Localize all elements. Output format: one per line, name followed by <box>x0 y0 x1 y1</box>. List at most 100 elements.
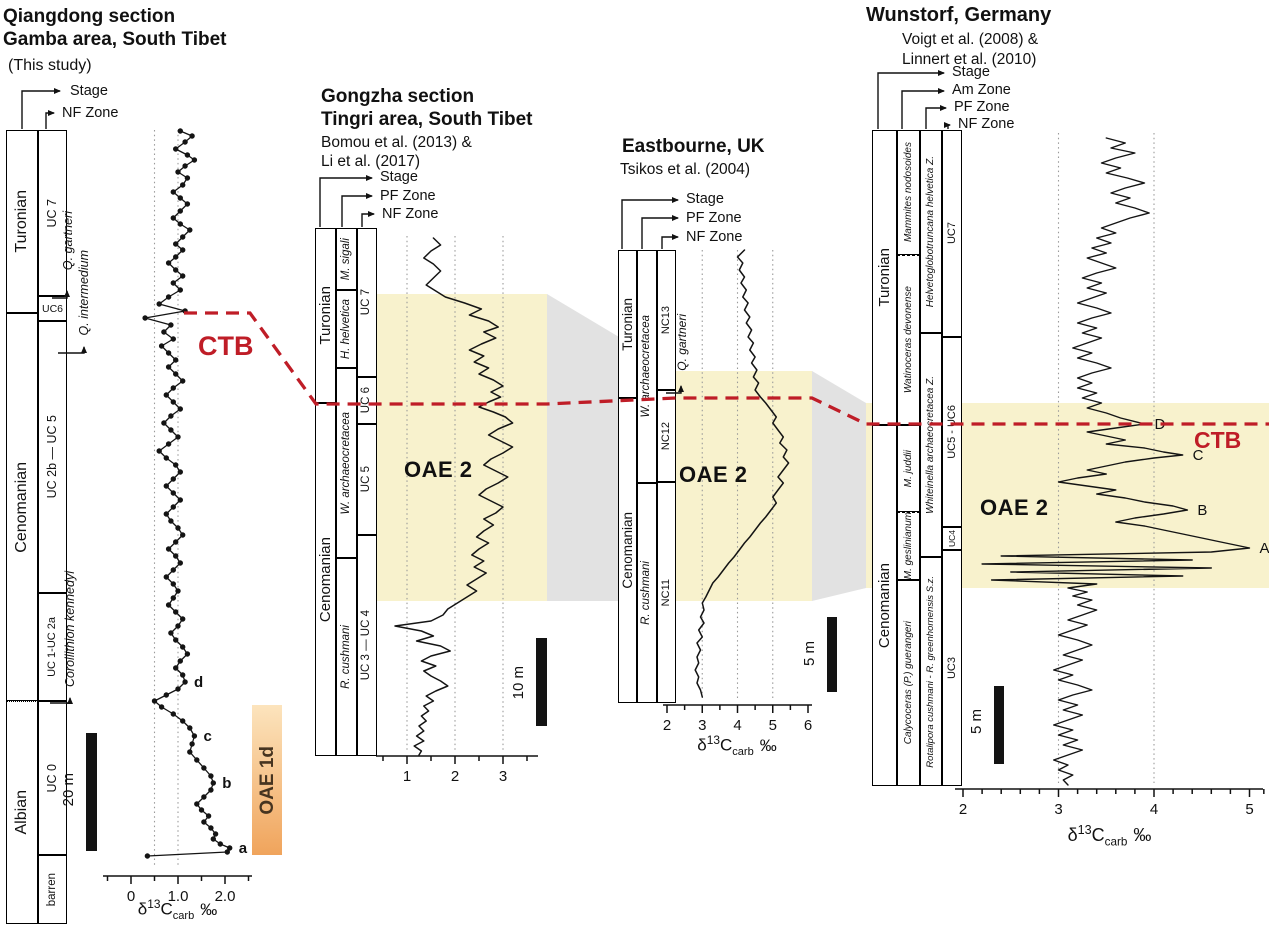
qiangdong-data-point <box>182 163 188 169</box>
qiangdong-title-line2: Gamba area, South Tibet <box>3 29 227 50</box>
qiangdong-data-point <box>177 658 183 664</box>
qiangdong-data-point <box>170 476 176 482</box>
wunstorf-ref-line2: Linnert et al. (2010) <box>902 51 1037 68</box>
eastbourne-ref: Tsikos et al. (2004) <box>620 161 751 178</box>
qiangdong-data-point <box>187 749 193 755</box>
gongzha-nf-uc7: UC 7 <box>357 228 377 377</box>
eastbourne-pf-archaeocretacea: W. archaeocretacea <box>637 250 657 483</box>
qiangdong-data-point <box>177 469 183 475</box>
wunstorf-tick-label: 4 <box>1150 801 1158 818</box>
qiangdong-gartneri-label: Q. gartneri <box>61 211 76 271</box>
ctb-label-left: CTB <box>198 331 254 361</box>
qiangdong-data-point <box>173 371 179 377</box>
eastbourne-tick-label: 6 <box>804 717 812 734</box>
qiangdong-data-point <box>210 836 216 842</box>
gongzha-legend-nf: NF Zone <box>382 206 439 222</box>
qiangdong-data-point <box>180 247 186 253</box>
qiangdong-stage-albian: Albian <box>6 701 38 924</box>
qiangdong-data-point <box>156 448 162 454</box>
qiangdong-d13c-curve <box>144 130 231 857</box>
qiangdong-xaxis-label: δ13Ccarb ‰ <box>137 897 218 923</box>
eastbourne-gartneri-label: Q. gartneri <box>674 313 689 371</box>
qiangdong-data-point <box>173 637 179 643</box>
gongzha-ref-line1: Bomou et al. (2013) & <box>321 134 472 151</box>
qiangdong-data-point <box>177 287 183 293</box>
gongzha-tick-label: 1 <box>403 768 411 785</box>
gongzha-oae2-label: OAE 2 <box>404 457 473 482</box>
qiangdong-data-point <box>170 189 176 195</box>
gongzha-tick-label: 2 <box>451 768 459 785</box>
qiangdong-data-point <box>175 588 181 594</box>
wunstorf-xaxis-label: δ13Ccarb ‰ <box>1067 823 1152 849</box>
qiangdong-data-point <box>165 546 172 552</box>
qiangdong-data-point <box>182 308 188 314</box>
qiangdong-scale-bar-label: 20 m <box>59 773 77 807</box>
qiangdong-data-point <box>180 182 186 188</box>
wunstorf-legend-nf: NF Zone <box>958 116 1015 132</box>
qiangdong-data-point <box>224 849 230 855</box>
qiangdong-intermedium-label: Q. intermedium <box>77 250 92 336</box>
qiangdong-data-point <box>170 581 176 587</box>
wunstorf-scale-bar <box>994 686 1004 764</box>
qiangdong-data-point <box>170 336 176 342</box>
qiangdong-data-point <box>170 504 176 510</box>
wunstorf-nf-uc5-uc6: UC5 - UC6 <box>942 337 962 527</box>
gongzha-pf-helvetica: H. helvetica <box>336 290 357 368</box>
qiangdong-nf-uc2b-uc5: UC 2b — UC 5 <box>38 321 67 593</box>
qiangdong-data-point <box>170 215 176 221</box>
qiangdong-data-point <box>168 322 174 328</box>
qiangdong-nf-uc7: UC 7 <box>38 130 67 296</box>
qiangdong-data-point <box>194 757 200 763</box>
qiangdong-stage-cenomanian: Cenomanian <box>6 313 38 701</box>
wunstorf-tick-label: 5 <box>1245 801 1253 818</box>
qiangdong-data-point <box>180 378 186 384</box>
qiangdong-data-point <box>177 497 183 503</box>
eastbourne-stage-cenomanian: Cenomanian <box>618 398 637 703</box>
qiangdong-kennedyi-label: Corollithion kennedyi <box>63 570 78 688</box>
qiangdong-data-point <box>165 364 172 370</box>
qiangdong-title-line1: Qiangdong section <box>3 6 176 27</box>
qiangdong-data-point <box>173 146 179 152</box>
qiangdong-legend-nf: NF Zone <box>62 105 119 121</box>
qiangdong-data-point <box>163 574 169 580</box>
qiangdong-data-point <box>173 241 179 247</box>
gongzha-pf-archaeocretacea: W. archaeocretacea <box>336 368 357 558</box>
wunstorf-oae2-label: OAE 2 <box>980 495 1049 520</box>
qiangdong-data-point <box>198 807 205 813</box>
eastbourne-legend-stage: Stage <box>686 191 724 207</box>
qiangdong-data-point <box>161 420 167 426</box>
correlation-band-eastbourne-wunstorf <box>812 371 866 601</box>
wunstorf-am-devonense: Watinoceras devonense <box>897 255 920 425</box>
wunstorf-am-nodosoides: Mammites nodosoides <box>897 130 920 255</box>
wunstorf-nf-uc4: UC4 <box>942 527 962 550</box>
wunstorf-peak-label-A: A <box>1260 540 1269 557</box>
qiangdong-data-point <box>161 329 167 335</box>
wunstorf-ref-line1: Voigt et al. (2008) & <box>902 31 1039 48</box>
wunstorf-am-geslinianum: M. geslinianum <box>897 512 920 580</box>
wunstorf-scale-bar-label: 5 m <box>967 709 985 735</box>
gongzha-tick-label: 3 <box>499 768 507 785</box>
qiangdong-data-point <box>170 490 176 496</box>
qiangdong-data-point <box>173 539 179 545</box>
qiangdong-legend-stage: Stage <box>70 83 108 99</box>
qiangdong-data-point <box>170 399 176 405</box>
gongzha-legend-pf: PF Zone <box>380 188 436 204</box>
qiangdong-data-point <box>212 831 219 837</box>
qiangdong-data-point <box>180 644 186 650</box>
qiangdong-data-point <box>173 357 179 363</box>
qiangdong-data-point <box>144 853 151 859</box>
qiangdong-data-point <box>189 741 195 747</box>
qiangdong-nf-barren: barren <box>38 855 67 924</box>
qiangdong-oae1d-label: OAE 1d <box>256 745 278 815</box>
qiangdong-peak-label-b: b <box>222 775 231 792</box>
wunstorf-peak-label-C: C <box>1193 447 1204 464</box>
eastbourne-oae2-label: OAE 2 <box>679 462 748 487</box>
qiangdong-data-point <box>168 427 174 433</box>
qiangdong-data-point <box>194 801 200 807</box>
eastbourne-nf-nc12: NC12 <box>657 390 676 482</box>
qiangdong-data-point <box>168 518 174 524</box>
wunstorf-stage-turonian: Turonian <box>872 130 897 425</box>
qiangdong-scale-bar <box>86 733 97 851</box>
qiangdong-nf-uc6: UC6 <box>38 296 67 321</box>
